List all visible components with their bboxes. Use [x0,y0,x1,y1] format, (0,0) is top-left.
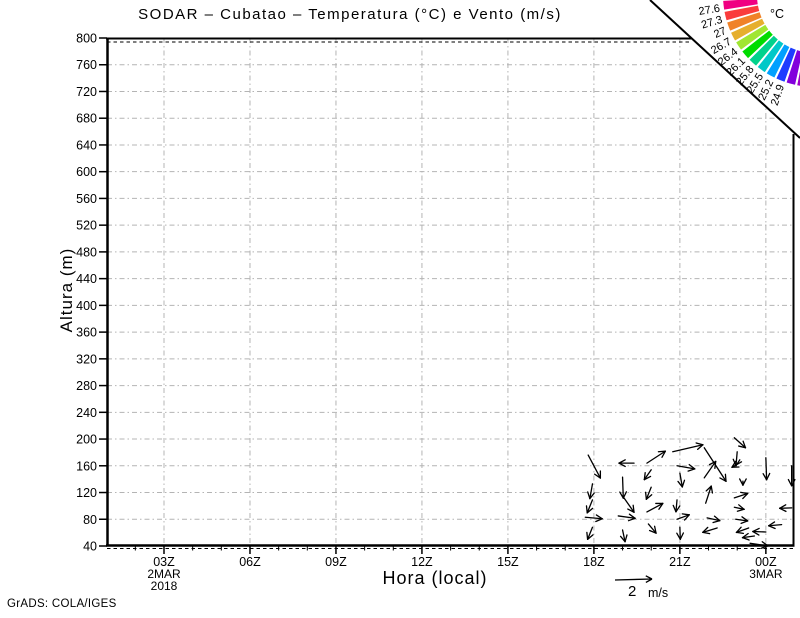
x-tick-label: 21Z [669,555,691,569]
plot-frame [106,37,795,549]
x-axis-title: Hora (local) [382,568,488,588]
x-tick-label: 15Z [497,555,519,569]
colorbar-segment [786,50,800,85]
colorbar-segment [757,40,784,73]
colorbar-tick-label: 27.3 [700,14,724,32]
y-tick-label: 520 [76,219,97,233]
y-tick-label: 680 [76,112,97,126]
colorbar-segment [742,30,773,59]
y-tick-label: 760 [76,58,97,72]
colorbar-segment [766,44,790,78]
x-tick-label: 00Z [755,555,777,569]
y-tick-label: 560 [76,192,97,206]
y-tick-label: 320 [76,352,97,366]
x-tick-label: 03Z [153,555,175,569]
y-tick-label: 280 [76,379,97,393]
y-tick-label: 80 [83,513,97,527]
colorbar-unit-label: °C [770,7,785,21]
y-tick-label: 800 [76,32,97,46]
reference-vector-value: 2 [628,583,637,600]
x-tick-sublabel: 3MAR [749,567,783,581]
y-tick-label: 200 [76,433,97,447]
y-tick-label: 720 [76,85,97,99]
y-tick-label: 160 [76,459,97,473]
x-tick-sublabel: 2018 [151,579,178,593]
colorbar-segment [749,35,778,66]
chart-title: SODAR – Cubatao – Temperatura (°C) e Ven… [138,6,562,23]
y-tick-label: 640 [76,138,97,152]
y-tick-label: 120 [76,486,97,500]
x-tick-label: 09Z [325,555,347,569]
gridlines [107,38,795,546]
colorbar-segment [776,47,796,82]
corner-overlay [649,0,800,139]
colorbar-segment [723,0,758,10]
y-tick-label: 400 [76,299,97,313]
colorbar-tick-label: 27.6 [698,3,721,18]
y-tick-label: 480 [76,245,97,259]
colorbar-segment [724,5,760,21]
reference-arrow [614,575,653,583]
colorbar-segment [736,24,769,50]
colorbar-segment [797,71,800,86]
x-tick-label: 06Z [239,555,261,569]
y-tick-label: 240 [76,406,97,420]
grads-credit: GrADS: COLA/IGES [7,598,117,610]
x-tick-label: 18Z [583,555,605,569]
reference-vector-unit: m/s [648,586,669,600]
colorbar-segment [727,12,762,31]
colorbar-segment [731,18,765,41]
wind-vectors [584,437,796,549]
y-tick-label: 360 [76,326,97,340]
x-tick-sublabel: 2MAR [147,567,181,581]
y-tick-label: 440 [76,272,97,286]
y-axis-title: Altura (m) [57,247,76,333]
colorbar-tick-label: 27 [712,25,728,41]
y-axis-ticks: 40 80 120 160 200 240 280 320 360 400 440 480 520 560… [76,32,107,554]
y-tick-label: 600 [76,165,97,179]
y-tick-label: 40 [83,540,97,554]
x-tick-label: 12Z [411,555,433,569]
